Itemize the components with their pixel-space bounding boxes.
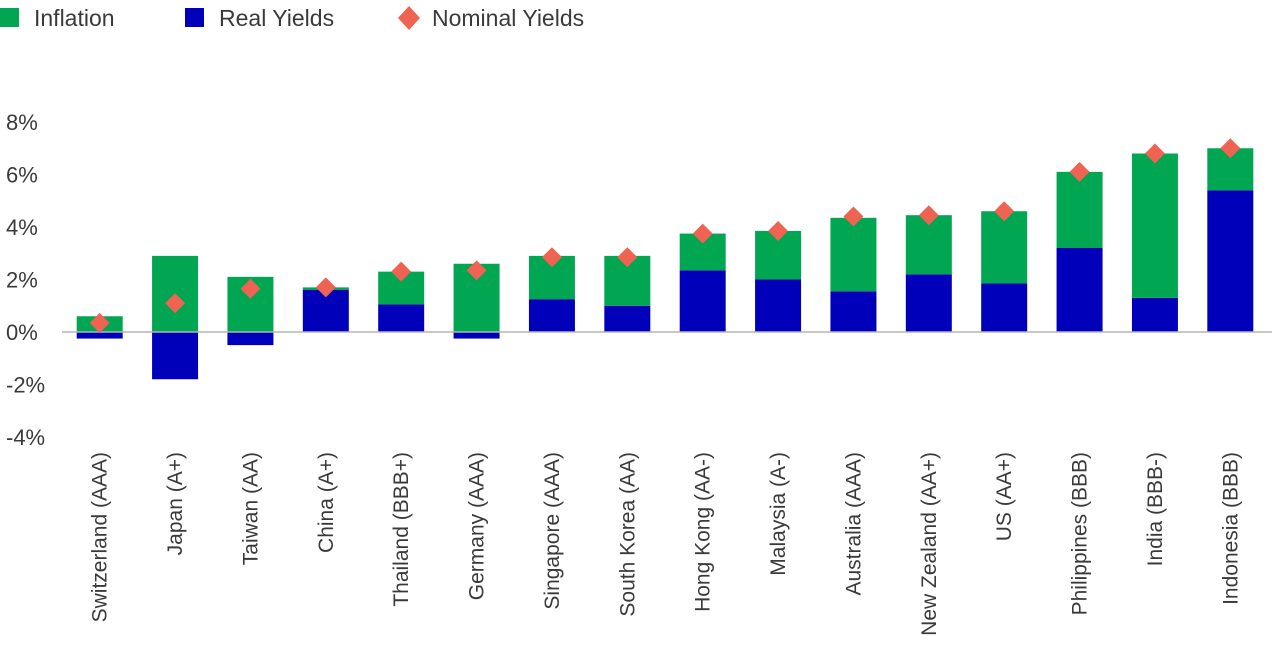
y-tick-label: 8%	[6, 110, 38, 135]
marker-nominal-yields	[994, 201, 1015, 222]
marker-nominal-yields	[240, 278, 261, 299]
y-tick-label: 6%	[6, 163, 38, 188]
y-tick-label: -2%	[6, 373, 45, 398]
marker-nominal-yields	[1144, 143, 1165, 164]
legend: Inflation Real Yields Nominal Yields	[0, 5, 584, 31]
x-tick-label: Japan (A+)	[164, 452, 187, 555]
y-tick-label: -4%	[6, 425, 45, 450]
y-tick-label: 2%	[6, 268, 38, 293]
bar-real-yields	[227, 332, 274, 346]
marker-nominal-yields	[768, 220, 789, 241]
x-tick-label: US (AA+)	[993, 452, 1016, 541]
bar-real-yields	[755, 279, 802, 332]
bar-real-yields	[981, 283, 1028, 332]
marker-nominal-yields	[1220, 138, 1241, 159]
plot-area	[62, 138, 1272, 380]
marker-nominal-yields	[89, 312, 110, 333]
marker-nominal-yields	[692, 223, 713, 244]
bar-real-yields	[905, 274, 952, 332]
x-tick-label: Malaysia (A-)	[767, 452, 790, 576]
x-tick-label: Singapore (AAA)	[541, 452, 564, 610]
bar-real-yields	[604, 305, 651, 332]
bar-inflation	[830, 217, 877, 292]
legend-label-real-yields: Real Yields	[219, 5, 334, 31]
bar-real-yields	[1131, 297, 1178, 332]
marker-nominal-yields	[466, 260, 487, 281]
x-tick-label: South Korea (AA)	[616, 452, 639, 617]
x-tick-label: Switzerland (AAA)	[89, 452, 112, 622]
x-tick-label: Philippines (BBB)	[1069, 452, 1092, 615]
legend-marker-inflation	[0, 8, 19, 27]
bar-real-yields	[679, 270, 726, 332]
marker-nominal-yields	[541, 247, 562, 268]
bar-inflation	[1056, 171, 1103, 248]
bar-real-yields	[378, 304, 425, 332]
bar-real-yields	[830, 291, 877, 332]
bar-real-yields	[1056, 248, 1103, 332]
y-tick-label: 4%	[6, 215, 38, 240]
x-tick-label: Indonesia (BBB)	[1219, 452, 1242, 605]
bar-real-yields	[76, 332, 123, 339]
y-axis: 8% 6% 4% 2% 0% -2% -4%	[6, 110, 45, 450]
x-tick-label: Taiwan (AA)	[239, 452, 262, 565]
bar-real-yields	[528, 299, 575, 332]
x-tick-label: India (BBB-)	[1144, 452, 1167, 566]
x-tick-label: Australia (AAA)	[842, 452, 865, 596]
bar-real-yields	[453, 332, 500, 339]
x-tick-label: Thailand (BBB+)	[390, 452, 413, 607]
marker-nominal-yields	[315, 277, 336, 298]
x-axis: Switzerland (AAA) Japan (A+) Taiwan (AA) Ch…	[89, 452, 1243, 636]
y-tick-label: 0%	[6, 320, 38, 345]
bar-real-yields	[1207, 190, 1254, 332]
marker-nominal-yields	[918, 205, 939, 226]
marker-nominal-yields	[1069, 161, 1090, 182]
legend-label-nominal-yields: Nominal Yields	[432, 5, 584, 31]
legend-label-inflation: Inflation	[34, 5, 115, 31]
x-tick-label: Hong Kong (AA-)	[692, 452, 715, 612]
x-tick-label: Germany (AAA)	[466, 452, 489, 600]
bar-inflation	[981, 211, 1028, 284]
marker-nominal-yields	[843, 206, 864, 227]
marker-nominal-yields	[165, 293, 186, 314]
marker-nominal-yields	[391, 261, 412, 282]
bar-real-yields	[152, 332, 199, 380]
bar-inflation	[1131, 153, 1178, 298]
legend-marker-nominal-yields	[398, 6, 420, 30]
marker-nominal-yields	[617, 247, 638, 268]
x-tick-label: New Zealand (AA+)	[918, 452, 941, 636]
x-tick-label: China (A+)	[315, 452, 338, 553]
legend-marker-real-yields	[185, 8, 204, 27]
